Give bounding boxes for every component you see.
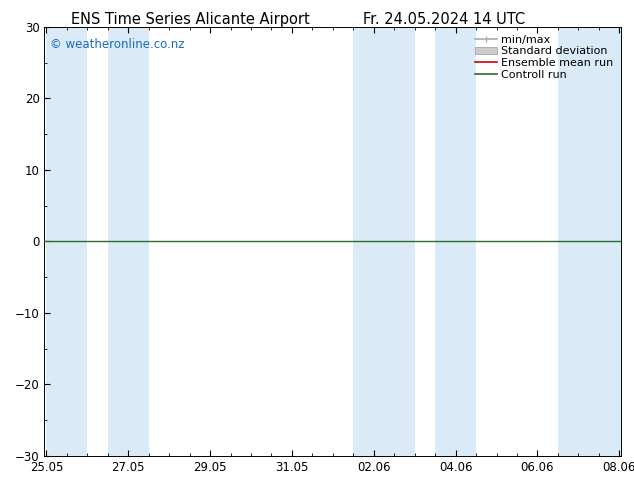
Text: ENS Time Series Alicante Airport: ENS Time Series Alicante Airport bbox=[71, 12, 309, 27]
Text: Fr. 24.05.2024 14 UTC: Fr. 24.05.2024 14 UTC bbox=[363, 12, 525, 27]
Bar bbox=[558, 27, 621, 456]
Bar bbox=[108, 27, 149, 456]
Text: © weatheronline.co.nz: © weatheronline.co.nz bbox=[50, 38, 184, 50]
Legend: min/max, Standard deviation, Ensemble mean run, Controll run: min/max, Standard deviation, Ensemble me… bbox=[472, 32, 616, 82]
Bar bbox=[435, 27, 476, 456]
Bar bbox=[353, 27, 415, 456]
Bar bbox=[46, 27, 87, 456]
